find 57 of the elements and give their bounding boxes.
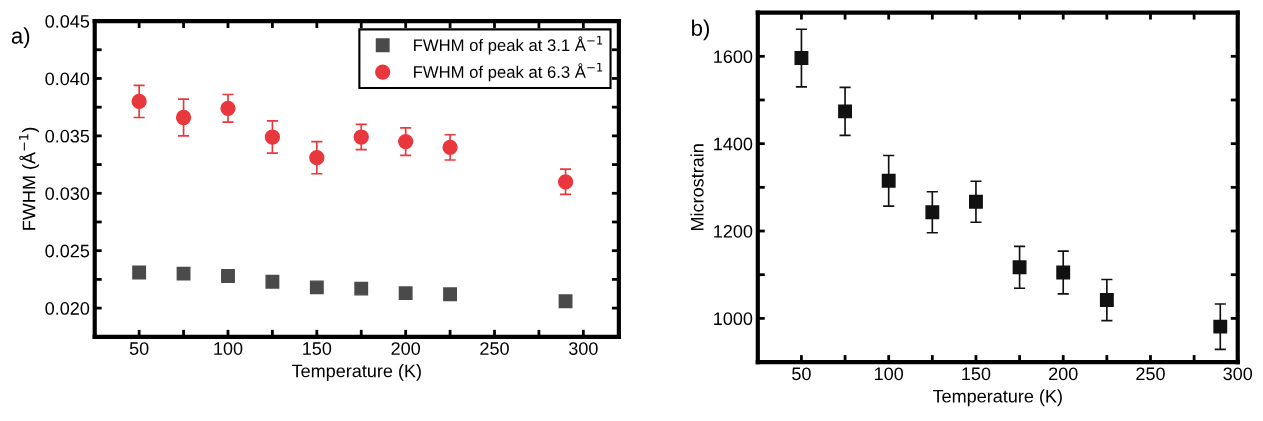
x-tick-label: 150	[962, 367, 991, 381]
point	[1056, 265, 1071, 280]
point	[220, 100, 236, 116]
x-axis-title: Temperature (K)	[932, 389, 1062, 407]
y-tick-label: 1000	[714, 312, 753, 326]
point	[442, 139, 458, 155]
point	[925, 205, 940, 220]
y-axis-title: Microstrain	[690, 144, 704, 230]
x-tick-label: 150	[303, 342, 332, 355]
y-tick-label: 1400	[714, 137, 753, 151]
point	[881, 173, 896, 188]
point	[132, 265, 147, 280]
y-tick-label: 0.030	[45, 187, 90, 200]
point	[131, 93, 147, 110]
x-axis-title: Temperature (K)	[291, 364, 421, 381]
point	[265, 274, 280, 289]
x-tick-label: 200	[1049, 367, 1078, 381]
point	[557, 174, 574, 190]
point	[398, 286, 413, 301]
point	[838, 104, 853, 119]
y-tick-label: 0.045	[45, 14, 90, 28]
point	[398, 133, 414, 150]
x-tick-label: 250	[480, 342, 509, 355]
legend-label: FWHM of peak at 3.1 Å$^{−1}$	[414, 36, 603, 55]
point	[264, 129, 281, 145]
point	[175, 109, 192, 126]
point	[221, 269, 235, 283]
point	[1213, 319, 1228, 334]
x-tick-label: 50	[129, 342, 149, 355]
point	[969, 194, 983, 209]
x-tick-label: 300	[568, 342, 598, 355]
point	[1099, 293, 1114, 307]
y-tick-label: 1200	[714, 224, 753, 238]
y-tick-label: 0.040	[45, 72, 90, 86]
x-tick-label: 250	[1136, 367, 1165, 381]
x-tick-label: 50	[792, 367, 811, 381]
point	[443, 287, 458, 302]
point	[354, 281, 369, 296]
legend-label: FWHM of peak at 6.3 Å$^{−1}$	[414, 62, 603, 82]
y-tick-label: 0.020	[45, 302, 90, 315]
point	[558, 294, 573, 309]
point	[1012, 260, 1027, 275]
point	[309, 280, 324, 295]
text: a)	[11, 27, 30, 49]
point	[176, 266, 191, 281]
y-tick-label: 0.035	[45, 129, 90, 143]
y-axis-title: FWHM (Å$^{−1}$)	[19, 127, 39, 230]
x-tick-label: 200	[391, 342, 421, 355]
point	[309, 150, 325, 166]
y-tick-label: 0.025	[45, 244, 90, 258]
point	[353, 129, 369, 145]
x-tick-label: 300	[1223, 367, 1253, 381]
text: b)	[692, 19, 709, 41]
x-tick-label: 100	[875, 367, 904, 381]
x-tick-label: 100	[214, 342, 243, 355]
point	[794, 51, 809, 66]
y-tick-label: 1600	[714, 50, 753, 64]
